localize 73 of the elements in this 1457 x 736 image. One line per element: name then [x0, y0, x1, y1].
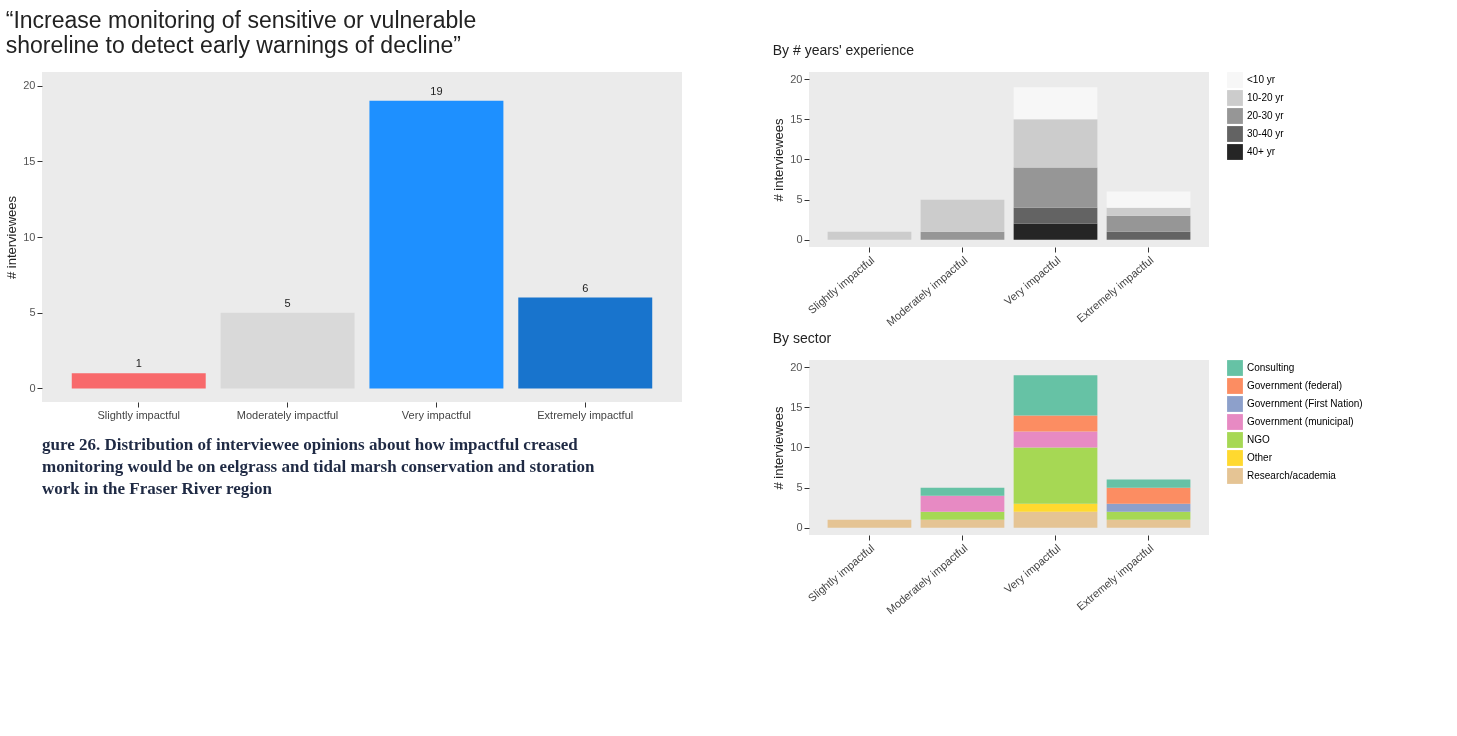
y-tick-label: 10	[790, 153, 803, 165]
text: gure 26. Distribution of interviewee opinions about how impactful creased monitoring would be on eelgrass and tidal marsh conservation and storation work in the Fraser River region	[42, 435, 596, 498]
bar	[1013, 119, 1098, 168]
legend-label: Consulting	[1247, 362, 1295, 373]
bar	[1013, 431, 1098, 448]
legend-label: Government (First Nation)	[1247, 398, 1363, 409]
bar	[369, 100, 504, 389]
bar	[920, 199, 1005, 232]
bar	[827, 231, 912, 240]
data-label: 19	[430, 84, 443, 97]
y-axis-title: # interviewees	[4, 195, 20, 280]
legend-label: Government (federal)	[1247, 380, 1343, 391]
y-tick-label: 15	[23, 154, 36, 167]
bar	[1106, 207, 1191, 216]
legend-label: 40+ yr	[1247, 146, 1276, 157]
bar	[1013, 503, 1098, 512]
legend-label: Other	[1247, 452, 1273, 463]
legend-label: Government (municipal)	[1247, 416, 1354, 427]
bar	[1106, 511, 1191, 520]
y-tick-label: 0	[29, 381, 36, 394]
x-tick-label: Slightly impactful	[97, 408, 181, 421]
bar	[920, 231, 1005, 240]
legend-label: Research/academia	[1247, 470, 1337, 481]
bar	[71, 373, 206, 389]
y-tick-label: 15	[790, 400, 803, 413]
legend-label: 30-40 yr	[1247, 128, 1285, 139]
y-tick-label: 0	[796, 233, 803, 246]
y-tick-label: 20	[790, 360, 803, 373]
y-tick-label: 0	[796, 521, 803, 534]
bar	[920, 495, 1005, 512]
legend-label: <10 yr	[1247, 74, 1276, 85]
bar	[827, 519, 912, 528]
bar	[920, 519, 1005, 528]
bar	[1106, 479, 1191, 488]
x-tick-label: Very impactful	[401, 408, 471, 421]
y-axis-title: # interviewees	[771, 405, 787, 490]
bar	[1106, 231, 1191, 240]
y-tick-label: 10	[23, 230, 36, 243]
bar	[1106, 215, 1191, 232]
bar	[1013, 415, 1098, 432]
bar	[1106, 487, 1191, 504]
x-tick-label: Moderately impactful	[236, 408, 339, 421]
bar	[1013, 447, 1098, 504]
chart-title: By # years' experience	[772, 42, 915, 58]
legend-label: 10-20 yr	[1247, 92, 1285, 103]
bar	[920, 487, 1005, 496]
bar	[1013, 167, 1098, 208]
bar	[1013, 223, 1098, 240]
y-tick-label: 5	[29, 306, 36, 319]
x-tick-label: Extremely impactful	[537, 408, 634, 421]
bar	[1013, 511, 1098, 528]
y-tick-label: 10	[790, 441, 803, 453]
data-label: 1	[135, 357, 142, 370]
bar	[1013, 375, 1098, 416]
bar	[1013, 87, 1098, 120]
data-label: 5	[284, 296, 291, 309]
chart-title: “Increase monitoring of sensitive or vulnerable shoreline to detect early warnings of decline”	[5, 7, 477, 58]
y-tick-label: 15	[790, 112, 803, 125]
legend-label: 20-30 yr	[1247, 110, 1285, 121]
y-tick-label: 20	[23, 79, 36, 92]
bar	[1013, 207, 1098, 224]
chart-title: By sector	[772, 330, 832, 346]
bar	[1106, 503, 1191, 512]
bar	[1106, 191, 1191, 208]
y-axis-title: # interviewees	[771, 117, 787, 202]
bar	[920, 511, 1005, 520]
y-tick-label: 5	[796, 193, 803, 206]
legend-label: NGO	[1247, 434, 1270, 445]
bar	[1106, 519, 1191, 528]
data-label: 6	[582, 281, 589, 294]
y-tick-label: 20	[790, 72, 803, 85]
y-tick-label: 5	[796, 481, 803, 494]
bar	[518, 297, 653, 389]
